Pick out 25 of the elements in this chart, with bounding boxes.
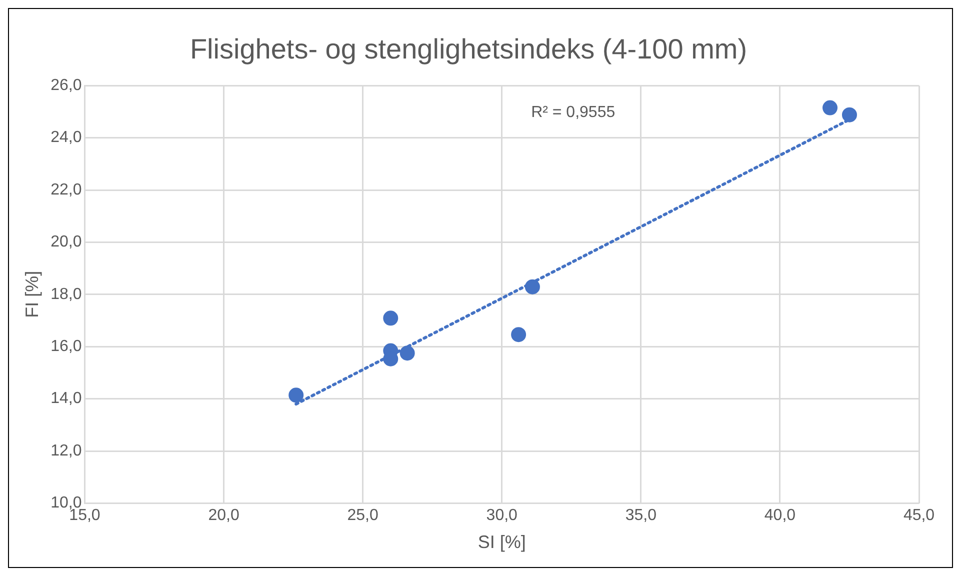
point	[822, 100, 838, 116]
y-tick-label: 14,0	[50, 390, 82, 408]
point	[383, 310, 398, 326]
y-tick-label: 22,0	[50, 181, 82, 198]
x-tick-label: 20,0	[208, 507, 240, 524]
x-tick-label: 45,0	[903, 507, 935, 524]
y-tick-label: 12,0	[50, 442, 82, 460]
x-tick-label: 30,0	[486, 507, 518, 524]
y-tick-label: 16,0	[50, 338, 82, 356]
y-axis-title: FI [%]	[22, 270, 42, 318]
y-tick-label: 24,0	[50, 129, 82, 146]
x-tick-label: 25,0	[347, 507, 378, 524]
point	[288, 388, 304, 403]
annotation: R² = 0,9555	[531, 104, 616, 122]
point	[524, 279, 540, 294]
x-axis-title: SI [%]	[478, 532, 526, 552]
x-tick-label: 40,0	[764, 507, 796, 524]
point	[400, 346, 415, 361]
chart-title: Flisighets- og stenglighetsindeks (4-100 mm)	[190, 34, 748, 65]
y-tick-label: 18,0	[50, 286, 82, 303]
point	[842, 107, 857, 122]
point	[511, 327, 526, 342]
y-tick-label: 26,0	[50, 77, 82, 94]
y-tick-label: 20,0	[50, 234, 82, 251]
x-tick-label: 35,0	[625, 507, 657, 524]
